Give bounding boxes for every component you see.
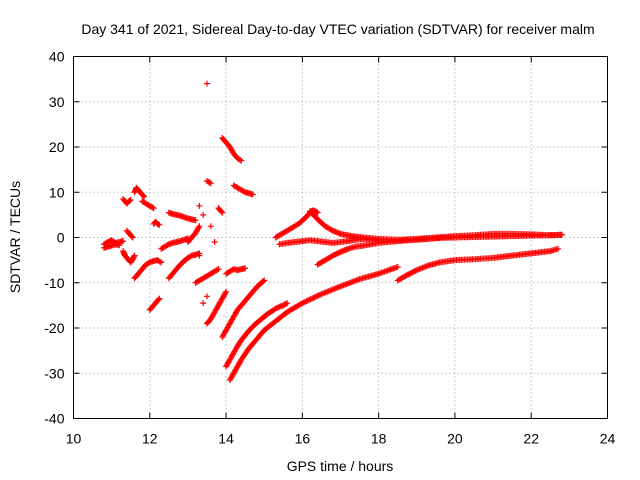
data-point bbox=[206, 179, 213, 186]
data-point bbox=[150, 205, 157, 212]
x-tick-label: 12 bbox=[142, 431, 158, 447]
data-point bbox=[155, 296, 162, 303]
data-point bbox=[128, 233, 135, 240]
x-tick-label: 18 bbox=[371, 431, 387, 447]
data-point bbox=[315, 292, 322, 299]
data-point bbox=[120, 238, 127, 245]
y-tick-label: 30 bbox=[49, 94, 65, 110]
x-tick-label: 20 bbox=[447, 431, 463, 447]
data-point bbox=[141, 193, 148, 200]
x-tick-label: 16 bbox=[295, 431, 311, 447]
data-point bbox=[214, 266, 221, 273]
x-tick-label: 10 bbox=[66, 431, 82, 447]
data-point bbox=[303, 298, 310, 305]
y-axis-label: SDTVAR / TECUs bbox=[7, 181, 23, 293]
data-point bbox=[196, 202, 203, 209]
y-tick-label: -40 bbox=[44, 411, 64, 427]
data-point bbox=[299, 300, 306, 307]
data-point bbox=[158, 259, 165, 266]
data-point bbox=[242, 265, 249, 272]
data-point bbox=[558, 231, 565, 238]
data-point bbox=[238, 157, 245, 164]
data-point bbox=[215, 266, 222, 273]
data-point bbox=[211, 239, 218, 246]
data-point bbox=[127, 196, 134, 203]
data-point bbox=[131, 252, 138, 259]
data-point bbox=[308, 295, 315, 302]
axis-ticks: 10 12 14 16 18 20 22 24 -40 -30 -20 -10 0 10 20 30 40 bbox=[44, 49, 615, 447]
data-point bbox=[140, 192, 147, 199]
data-point bbox=[554, 245, 561, 252]
data-point bbox=[223, 288, 230, 295]
data-point bbox=[218, 208, 225, 215]
data-point bbox=[129, 234, 136, 241]
y-tick-label: 40 bbox=[49, 49, 65, 65]
data-point bbox=[302, 298, 309, 305]
data-point bbox=[314, 293, 321, 300]
data-point bbox=[156, 258, 163, 265]
data-point bbox=[205, 318, 212, 325]
data-point bbox=[260, 278, 267, 285]
data-point bbox=[222, 290, 229, 297]
data-point bbox=[219, 209, 226, 216]
chart-title: Day 341 of 2021, Sidereal Day-to-day VTE… bbox=[81, 21, 594, 37]
data-point bbox=[310, 294, 317, 301]
data-point bbox=[311, 294, 318, 301]
data-point bbox=[412, 267, 419, 274]
data-point bbox=[135, 186, 142, 193]
data-point bbox=[314, 209, 321, 216]
data-point bbox=[130, 253, 137, 260]
y-tick-label: -30 bbox=[44, 365, 64, 381]
data-point bbox=[300, 299, 307, 306]
data-point bbox=[317, 291, 324, 298]
y-tick-label: -10 bbox=[44, 275, 64, 291]
data-point bbox=[149, 204, 156, 211]
data-point bbox=[196, 223, 203, 230]
data-point bbox=[195, 224, 202, 231]
data-point bbox=[394, 263, 401, 270]
data-point bbox=[313, 208, 320, 215]
data-point bbox=[207, 223, 214, 230]
data-point bbox=[312, 293, 319, 300]
data-point bbox=[192, 217, 199, 224]
data-point bbox=[237, 156, 244, 163]
data-point bbox=[200, 211, 207, 218]
y-tick-label: 20 bbox=[49, 139, 65, 155]
data-point bbox=[249, 191, 256, 198]
data-point bbox=[126, 197, 133, 204]
data-point bbox=[307, 296, 314, 303]
data-point bbox=[156, 221, 163, 228]
data-point bbox=[304, 297, 311, 304]
x-tick-label: 24 bbox=[600, 431, 616, 447]
data-point bbox=[284, 300, 291, 307]
data-point bbox=[282, 300, 289, 307]
y-tick-label: -20 bbox=[44, 320, 64, 336]
data-point bbox=[261, 277, 268, 284]
y-tick-label: 10 bbox=[49, 184, 65, 200]
grid bbox=[73, 56, 608, 419]
data-point bbox=[207, 180, 214, 187]
data-point bbox=[156, 295, 163, 302]
x-axis-label: GPS time / hours bbox=[287, 458, 394, 474]
data-point bbox=[204, 293, 210, 300]
x-tick-label: 22 bbox=[523, 431, 539, 447]
y-tick-label: 0 bbox=[57, 230, 65, 246]
data-point bbox=[116, 242, 123, 249]
data-points bbox=[101, 80, 565, 384]
data-point bbox=[204, 80, 210, 87]
x-tick-label: 14 bbox=[218, 431, 234, 447]
data-point bbox=[200, 300, 207, 307]
data-point bbox=[196, 252, 203, 259]
data-point bbox=[306, 296, 313, 303]
